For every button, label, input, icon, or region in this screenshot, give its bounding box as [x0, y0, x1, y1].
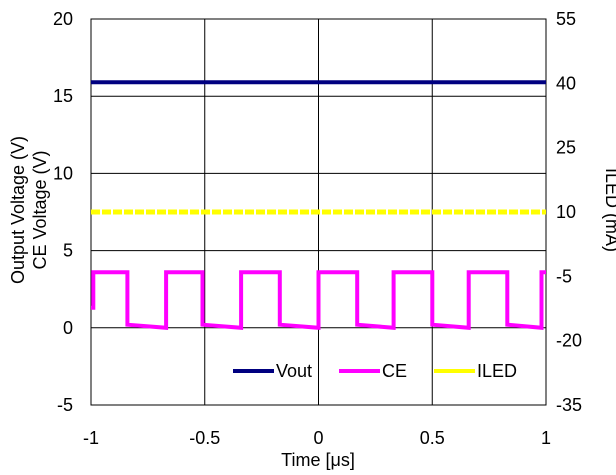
- x-tick-label: 1: [541, 428, 551, 448]
- y-tick-label-right: 40: [556, 73, 576, 93]
- x-tick-label: 0: [313, 428, 323, 448]
- legend-label-vout: Vout: [276, 361, 312, 381]
- y-tick-label-right: -35: [556, 395, 582, 415]
- y-tick-label-right: 10: [556, 202, 576, 222]
- y-axis-label-right: ILED (mA): [602, 168, 616, 252]
- y-tick-label-right: 25: [556, 138, 576, 158]
- legend-label-ce: CE: [382, 361, 407, 381]
- x-axis-label: Time [μs]: [281, 450, 355, 470]
- y-tick-label-right: -20: [556, 331, 582, 351]
- series-layer: [91, 80, 546, 330]
- y-tick-label-right: -5: [556, 266, 572, 286]
- y-tick-label-right: 55: [556, 9, 576, 29]
- y-tick-label-left: -5: [57, 395, 73, 415]
- series-line-ce: [91, 270, 546, 330]
- tick-labels: -1 -0.5 0 0.5 1 -5 0 5 10 15 20 -35 -20 -5 10 25 40 55: [53, 9, 582, 448]
- y-tick-label-left: 5: [63, 241, 73, 261]
- y-axis-label-left-2: CE Voltage (V): [30, 150, 50, 269]
- y-tick-label-left: 15: [53, 86, 73, 106]
- y-tick-label-left: 20: [53, 9, 73, 29]
- x-tick-label: -1: [83, 428, 99, 448]
- y-tick-label-left: 0: [63, 318, 73, 338]
- y-tick-label-left: 10: [53, 163, 73, 183]
- y-axis-label-left-1: Output Voltage (V): [8, 136, 28, 284]
- legend-label-iled: ILED: [477, 361, 517, 381]
- x-tick-label: -0.5: [189, 428, 220, 448]
- legend: Vout CE ILED: [233, 361, 517, 381]
- x-tick-label: 0.5: [420, 428, 445, 448]
